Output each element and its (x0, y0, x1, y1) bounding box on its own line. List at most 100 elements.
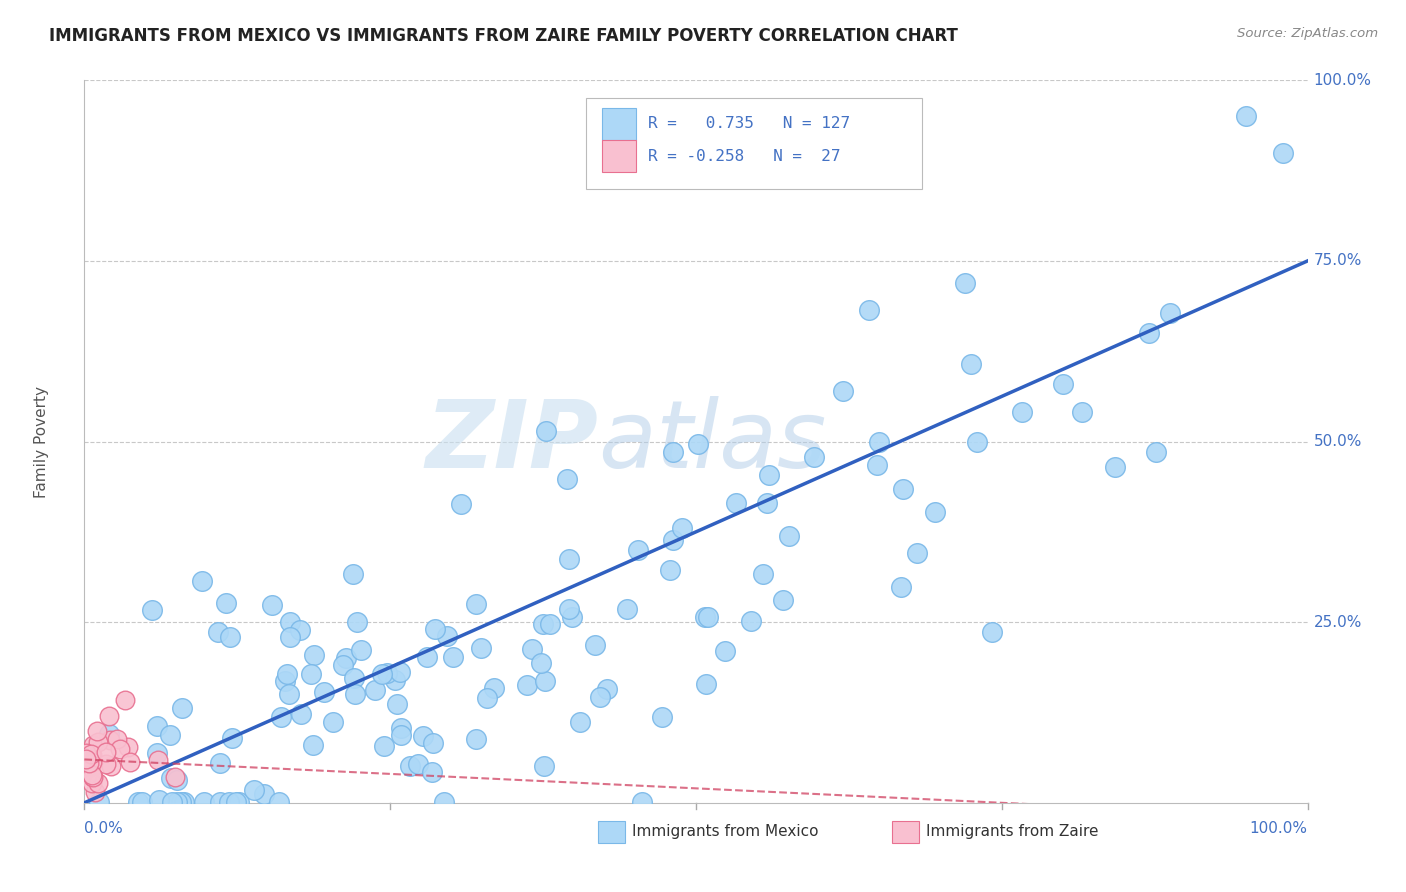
Point (959, 357, 981, 371)
Point (117, 740, 139, 755)
Point (831, 384, 853, 398)
Point (270, 710, 292, 724)
Point (228, 795, 250, 809)
Point (740, 615, 762, 629)
Point (651, 710, 673, 724)
Point (441, 650, 464, 665)
Text: IMMIGRANTS FROM MEXICO VS IMMIGRANTS FROM ZAIRE FAMILY POVERTY CORRELATION CHART: IMMIGRANTS FROM MEXICO VS IMMIGRANTS FRO… (49, 27, 957, 45)
Point (433, 795, 456, 809)
Point (314, 684, 336, 698)
Point (1070, 404, 1092, 418)
Point (98, 733, 121, 747)
Text: 100.0%: 100.0% (1313, 73, 1372, 87)
Point (475, 690, 498, 705)
Point (80, 755, 103, 769)
Point (389, 728, 412, 742)
Point (225, 795, 247, 809)
Point (858, 303, 880, 318)
Point (758, 467, 780, 482)
Point (105, 732, 128, 747)
Point (772, 592, 794, 607)
Point (344, 687, 367, 701)
Point (470, 641, 492, 656)
Point (114, 693, 136, 707)
Point (905, 546, 928, 560)
Point (146, 753, 169, 767)
Point (531, 616, 554, 631)
Point (335, 651, 357, 665)
Point (218, 795, 240, 809)
Point (159, 728, 181, 742)
Point (627, 542, 650, 557)
Point (398, 758, 420, 772)
Point (533, 759, 555, 773)
Point (385, 697, 408, 711)
Point (80, 747, 103, 761)
Point (159, 772, 181, 786)
Point (215, 596, 238, 610)
Point (131, 795, 153, 809)
Point (375, 665, 398, 680)
Text: R =   0.735   N = 127: R = 0.735 N = 127 (648, 116, 851, 131)
Point (342, 567, 364, 582)
Point (346, 615, 368, 629)
Point (373, 739, 395, 753)
Point (141, 603, 163, 617)
Point (465, 598, 488, 612)
Point (170, 701, 193, 715)
Point (891, 482, 914, 496)
Point (269, 795, 291, 809)
Point (97, 709, 120, 723)
Text: R = -0.258   N =  27: R = -0.258 N = 27 (648, 149, 841, 163)
Point (146, 718, 169, 732)
Point (118, 755, 141, 769)
Point (464, 731, 486, 746)
Point (966, 434, 988, 449)
Point (616, 601, 638, 615)
Point (207, 625, 229, 640)
Point (87, 795, 110, 809)
Point (569, 714, 592, 729)
Text: 0.0%: 0.0% (84, 821, 124, 836)
Point (288, 623, 311, 637)
Point (127, 795, 149, 809)
Point (425, 622, 447, 636)
Point (534, 424, 557, 438)
Point (221, 731, 243, 745)
Point (583, 638, 606, 652)
Point (82, 770, 104, 784)
Point (1104, 459, 1126, 474)
Point (86, 723, 108, 738)
Point (80, 748, 103, 763)
Point (208, 795, 231, 809)
Point (146, 747, 169, 761)
Point (751, 567, 773, 582)
Point (953, 276, 976, 290)
Point (631, 795, 654, 809)
Point (713, 643, 735, 657)
Point (278, 615, 301, 629)
Point (77, 756, 100, 771)
Point (561, 610, 583, 624)
Point (243, 783, 266, 797)
Point (695, 677, 717, 691)
Point (408, 757, 430, 772)
Point (661, 445, 683, 459)
Point (482, 681, 505, 695)
Point (290, 707, 312, 722)
Point (658, 563, 681, 577)
Point (589, 690, 612, 705)
Point (87, 734, 110, 748)
Point (384, 673, 406, 687)
Point (1144, 445, 1167, 459)
Point (422, 736, 444, 750)
Point (98, 727, 121, 741)
Point (343, 671, 366, 685)
Point (190, 574, 212, 588)
Point (82, 738, 104, 752)
Point (412, 730, 434, 744)
Text: Source: ZipAtlas.com: Source: ZipAtlas.com (1237, 27, 1378, 40)
FancyBboxPatch shape (586, 98, 922, 189)
Point (662, 533, 685, 547)
Point (82, 756, 104, 770)
